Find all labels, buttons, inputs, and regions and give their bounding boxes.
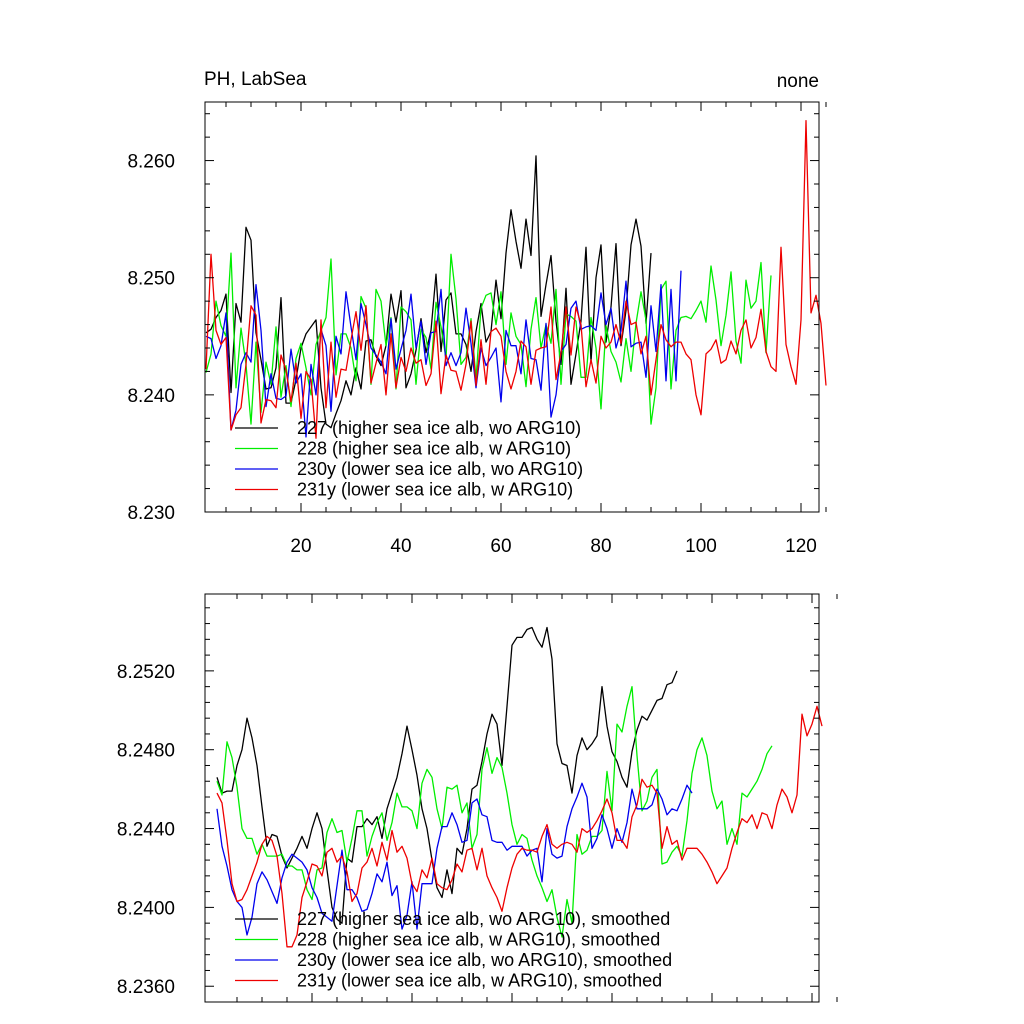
y-tick-label: 8.2400	[117, 898, 175, 919]
y-tick-label: 8.230	[127, 503, 175, 524]
series-line-3	[205, 120, 827, 439]
y-tick-label: 8.250	[127, 269, 175, 290]
legend-label-3: 231y (lower sea ice alb, w ARG10), smoot…	[297, 971, 662, 991]
y-tick-label: 8.240	[127, 386, 175, 407]
chart-title-right: none	[777, 71, 819, 92]
legend-label-0: 227 (higher sea ice alb, wo ARG10)	[297, 418, 581, 438]
legend-label-2: 230y (lower sea ice alb, wo ARG10)	[297, 459, 583, 479]
legend-label-1: 228 (higher sea ice alb, w ARG10), smoot…	[297, 930, 660, 950]
y-tick-label: 8.2440	[117, 820, 175, 841]
top-axis-ticks: 20 40 60 80 100 120 8.230 8.240 8.250 8.260	[127, 102, 827, 557]
series-line-1	[205, 252, 772, 425]
x-tick-label: 100	[685, 536, 717, 557]
series-line-1	[216, 685, 773, 938]
bottom-panel: 8.2360 8.2400 8.2440 8.2480 8.2520 227 (high…	[117, 593, 838, 1003]
series-line-2	[205, 270, 682, 438]
top-plot-frame	[204, 101, 820, 513]
y-tick-label: 8.2360	[117, 977, 175, 998]
x-tick-label: 40	[390, 536, 411, 557]
legend-label-3: 231y (lower sea ice alb, w ARG10)	[297, 480, 573, 500]
x-tick-label: 120	[785, 536, 817, 557]
legend-label-1: 228 (higher sea ice alb, w ARG10)	[297, 439, 571, 459]
y-tick-label: 8.260	[127, 152, 175, 173]
bottom-series-lines	[216, 626, 823, 948]
y-tick-label: 8.2520	[117, 662, 175, 683]
series-line-3	[216, 705, 823, 948]
legend-label-0: 227 (higher sea ice alb, wo ARG10), smoo…	[297, 909, 670, 929]
x-tick-label: 80	[590, 536, 611, 557]
top-series-lines	[205, 120, 827, 439]
x-tick-label: 60	[490, 536, 511, 557]
chart-title: PH, LabSea	[204, 69, 307, 90]
y-tick-label: 8.2480	[117, 741, 175, 762]
x-tick-label: 20	[290, 536, 311, 557]
top-legend: 227 (higher sea ice alb, wo ARG10)228 (h…	[235, 418, 583, 500]
series-line-0	[205, 155, 652, 429]
bottom-legend: 227 (higher sea ice alb, wo ARG10), smoo…	[235, 909, 672, 991]
legend-label-2: 230y (lower sea ice alb, wo ARG10), smoo…	[297, 950, 672, 970]
top-panel: PH, LabSea none 20 40 60 80 100 120 8.230 8.240…	[127, 69, 827, 557]
series-line-2	[216, 782, 693, 936]
bottom-axis-ticks: 8.2360 8.2400 8.2440 8.2480 8.2520	[117, 594, 838, 1003]
